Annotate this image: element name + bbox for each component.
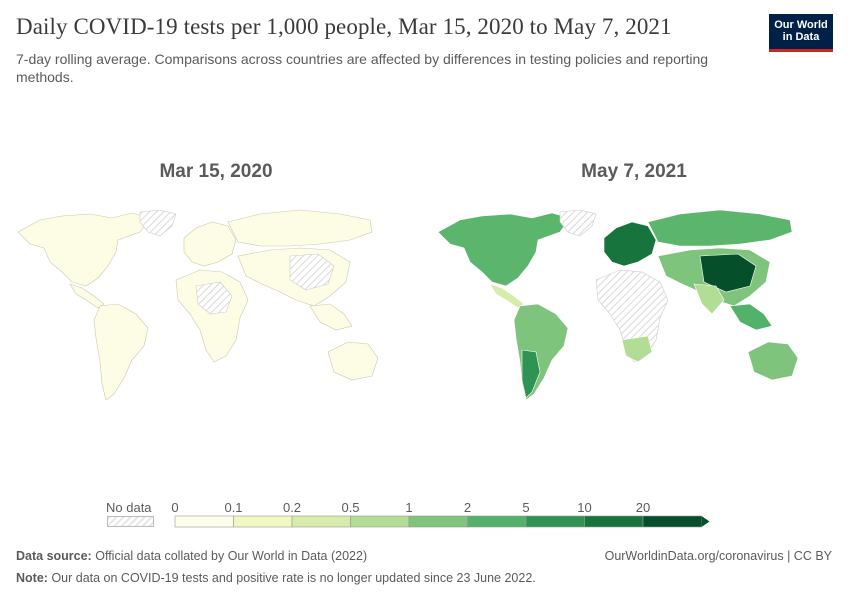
left-russia[interactable] xyxy=(227,209,373,247)
right-russia[interactable] xyxy=(647,209,793,247)
source-url-link[interactable]: OurWorldinData.org/coronavirus | CC BY xyxy=(604,549,832,563)
legend-bin-3[interactable] xyxy=(350,515,410,528)
logo-line-2: in Data xyxy=(782,31,820,43)
chart-subtitle: 7-day rolling average. Comparisons acros… xyxy=(16,51,709,85)
legend-tick-label: 10 xyxy=(577,500,592,515)
left-greenland[interactable] xyxy=(139,209,177,237)
chart-title: Daily COVID-19 tests per 1,000 people, M… xyxy=(16,14,672,39)
right-europe[interactable] xyxy=(603,221,657,267)
right-argentina[interactable] xyxy=(521,349,541,399)
legend-tick-label: 0 xyxy=(171,500,179,515)
legend-tick-label: 0.2 xyxy=(282,500,302,515)
right-north-america[interactable] xyxy=(437,212,571,287)
logo-line-1: Our World xyxy=(774,19,828,31)
data-source-text: Official data collated by Our World in D… xyxy=(95,549,368,563)
legend-bin-0[interactable] xyxy=(174,515,234,528)
right-southeast-asia[interactable] xyxy=(729,303,773,331)
legend-bin-6[interactable] xyxy=(525,515,585,528)
left-europe[interactable] xyxy=(183,221,237,267)
right-world-map xyxy=(437,209,799,401)
right-greenland[interactable] xyxy=(559,209,597,237)
legend-tick-label: 5 xyxy=(522,500,530,515)
right-china[interactable] xyxy=(699,253,757,293)
legend-bin-5[interactable] xyxy=(467,515,527,528)
left-map-title: Mar 15, 2020 xyxy=(159,161,273,182)
legend-bin-4[interactable] xyxy=(408,515,468,528)
legend-bin-1[interactable] xyxy=(233,515,293,528)
left-africa[interactable] xyxy=(175,269,249,363)
legend-tick-label: 20 xyxy=(635,500,651,515)
left-africa-nodata[interactable] xyxy=(195,281,233,315)
right-map-title: May 7, 2021 xyxy=(581,161,687,182)
legend-arrow-icon xyxy=(701,516,710,527)
note-line: Note: Our data on COVID-19 tests and pos… xyxy=(16,571,536,585)
legend-tick-label: 2 xyxy=(463,500,472,515)
legend-tick-label: 1 xyxy=(405,500,413,515)
right-australia[interactable] xyxy=(747,341,799,381)
note-text: Our data on COVID-19 tests and positive … xyxy=(51,571,536,585)
left-south-america[interactable] xyxy=(93,303,149,401)
legend-bin-7[interactable] xyxy=(584,515,644,528)
right-south-africa[interactable] xyxy=(621,335,653,363)
legend-bin-2[interactable] xyxy=(291,515,351,528)
legend-bin-8[interactable] xyxy=(642,515,702,528)
right-central-america[interactable] xyxy=(489,283,525,309)
legend-tick-label: 0.5 xyxy=(341,500,360,515)
left-north-america[interactable] xyxy=(17,212,151,287)
right-india[interactable] xyxy=(693,283,725,315)
legend-no-data-label: No data xyxy=(106,500,152,515)
data-source-line: Data source: Official data collated by O… xyxy=(16,549,367,563)
owid-logo[interactable]: Our World in Data xyxy=(769,14,833,52)
left-central-america[interactable] xyxy=(69,283,105,309)
legend-color-scale xyxy=(174,515,710,528)
left-china-nodata[interactable] xyxy=(289,253,335,291)
left-world-map xyxy=(17,209,379,401)
note-label: Note: xyxy=(16,571,48,585)
left-australia[interactable] xyxy=(327,341,379,381)
legend-tick-label: 0.1 xyxy=(224,500,243,515)
legend-no-data-swatch[interactable] xyxy=(107,516,154,527)
data-source-label: Data source: xyxy=(16,549,92,563)
left-southeast-asia[interactable] xyxy=(309,303,353,331)
